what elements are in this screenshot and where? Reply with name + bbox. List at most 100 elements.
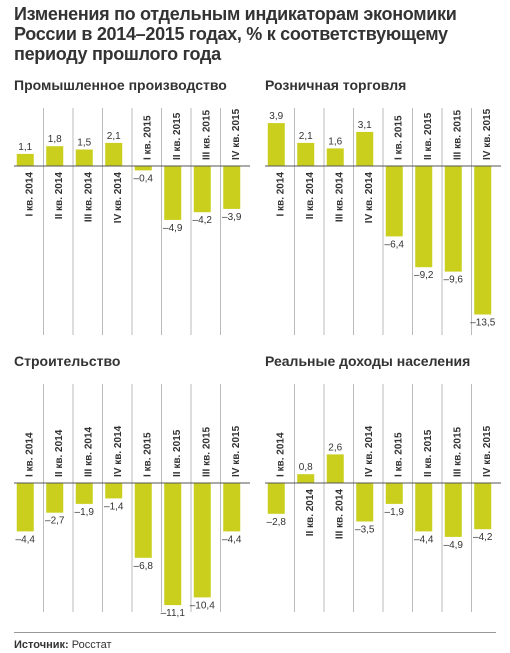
bar — [444, 166, 462, 272]
value-label: –6,4 — [385, 239, 405, 250]
category-label: I кв. 2014 — [275, 172, 286, 217]
bar — [474, 483, 492, 530]
category-label: II кв. 2015 — [172, 112, 183, 160]
chart-title: Строительство — [14, 353, 120, 369]
value-label: 1,1 — [18, 142, 32, 153]
value-label: –2,8 — [267, 517, 287, 528]
category-label: I кв. 2014 — [24, 432, 35, 477]
category-label: IV кв. 2014 — [113, 425, 124, 477]
source-text: Росстат — [71, 639, 112, 651]
chart-title: Промышленное производство — [14, 77, 227, 93]
value-label: –0,4 — [134, 173, 154, 184]
category-label: III кв. 2014 — [83, 426, 94, 477]
category-label: IV кв. 2015 — [482, 425, 493, 477]
value-label: –4,2 — [193, 215, 213, 226]
bar — [223, 483, 241, 532]
bar — [75, 483, 93, 504]
bar — [267, 483, 285, 514]
value-label: 1,8 — [48, 134, 62, 145]
chart-title: Реальные доходы населения — [265, 353, 470, 369]
value-label: –1,9 — [75, 507, 95, 518]
category-label: I кв. 2015 — [142, 432, 153, 477]
bar — [16, 483, 34, 532]
bar — [164, 166, 182, 220]
category-label: IV кв. 2014 — [113, 172, 124, 224]
bar — [444, 483, 462, 537]
bar — [385, 483, 403, 504]
value-label: –4,9 — [444, 540, 464, 551]
category-label: II кв. 2014 — [305, 172, 316, 220]
category-label: IV кв. 2015 — [482, 108, 493, 160]
bar — [326, 454, 344, 483]
category-label: I кв. 2015 — [393, 432, 404, 477]
category-label: II кв. 2014 — [54, 429, 65, 477]
value-label: –11,1 — [161, 608, 186, 619]
page-title: Изменения по отдельным индикаторам эконо… — [14, 4, 457, 64]
value-label: –4,9 — [163, 223, 183, 234]
category-label: III кв. 2014 — [334, 489, 345, 540]
bar — [75, 149, 93, 166]
bar — [297, 142, 315, 166]
category-label: III кв. 2015 — [452, 109, 463, 160]
category-label: II кв. 2015 — [423, 112, 434, 160]
bar — [415, 483, 433, 532]
category-label: I кв. 2014 — [24, 172, 35, 217]
bar — [16, 153, 34, 166]
category-label: III кв. 2015 — [452, 426, 463, 477]
category-label: II кв. 2015 — [172, 429, 183, 477]
category-label: I кв. 2015 — [393, 115, 404, 160]
value-label: –13,5 — [470, 318, 495, 329]
bar — [105, 142, 123, 166]
bar — [385, 166, 403, 237]
value-label: 1,5 — [77, 138, 91, 149]
value-label: 2,1 — [107, 131, 121, 142]
bar — [105, 483, 123, 499]
category-label: II кв. 2014 — [305, 489, 316, 537]
value-label: –6,8 — [134, 561, 154, 572]
value-label: –2,7 — [45, 516, 65, 527]
category-label: III кв. 2015 — [201, 109, 212, 160]
value-label: –4,4 — [16, 534, 36, 545]
source: Источник: Росстат — [14, 632, 496, 651]
value-label: 1,6 — [328, 136, 342, 147]
value-label: 3,1 — [358, 120, 372, 131]
bar — [46, 483, 64, 513]
value-label: –1,9 — [385, 507, 405, 518]
bar — [46, 146, 64, 166]
category-label: II кв. 2015 — [423, 429, 434, 477]
value-label: –4,4 — [222, 534, 242, 545]
value-label: 2,1 — [299, 131, 313, 142]
bar — [297, 474, 315, 483]
bar — [193, 166, 211, 213]
bar — [326, 148, 344, 166]
bar — [356, 131, 374, 166]
category-label: III кв. 2014 — [334, 172, 345, 223]
bar — [267, 123, 285, 166]
value-label: –3,5 — [355, 525, 375, 536]
bar — [415, 166, 433, 268]
category-label: I кв. 2014 — [275, 432, 286, 477]
value-label: 0,8 — [299, 462, 313, 473]
source-label: Источник: — [14, 639, 69, 651]
bar — [134, 483, 152, 558]
category-label: III кв. 2014 — [83, 172, 94, 223]
value-label: –10,4 — [190, 600, 215, 611]
value-label: 2,6 — [328, 442, 342, 453]
bar — [356, 483, 374, 522]
value-label: –3,9 — [222, 212, 242, 223]
value-label: –4,2 — [473, 532, 493, 543]
value-label: –9,2 — [414, 270, 434, 281]
category-label: II кв. 2014 — [54, 172, 65, 220]
bar — [164, 483, 182, 606]
category-label: I кв. 2015 — [142, 115, 153, 160]
category-label: III кв. 2015 — [201, 426, 212, 477]
bar — [223, 166, 241, 209]
category-label: IV кв. 2015 — [231, 108, 242, 160]
bar — [474, 166, 492, 315]
value-label: 3,9 — [269, 111, 283, 122]
chart-title: Розничная торговля — [265, 77, 406, 93]
category-label: IV кв. 2015 — [231, 425, 242, 477]
bar — [134, 166, 152, 171]
